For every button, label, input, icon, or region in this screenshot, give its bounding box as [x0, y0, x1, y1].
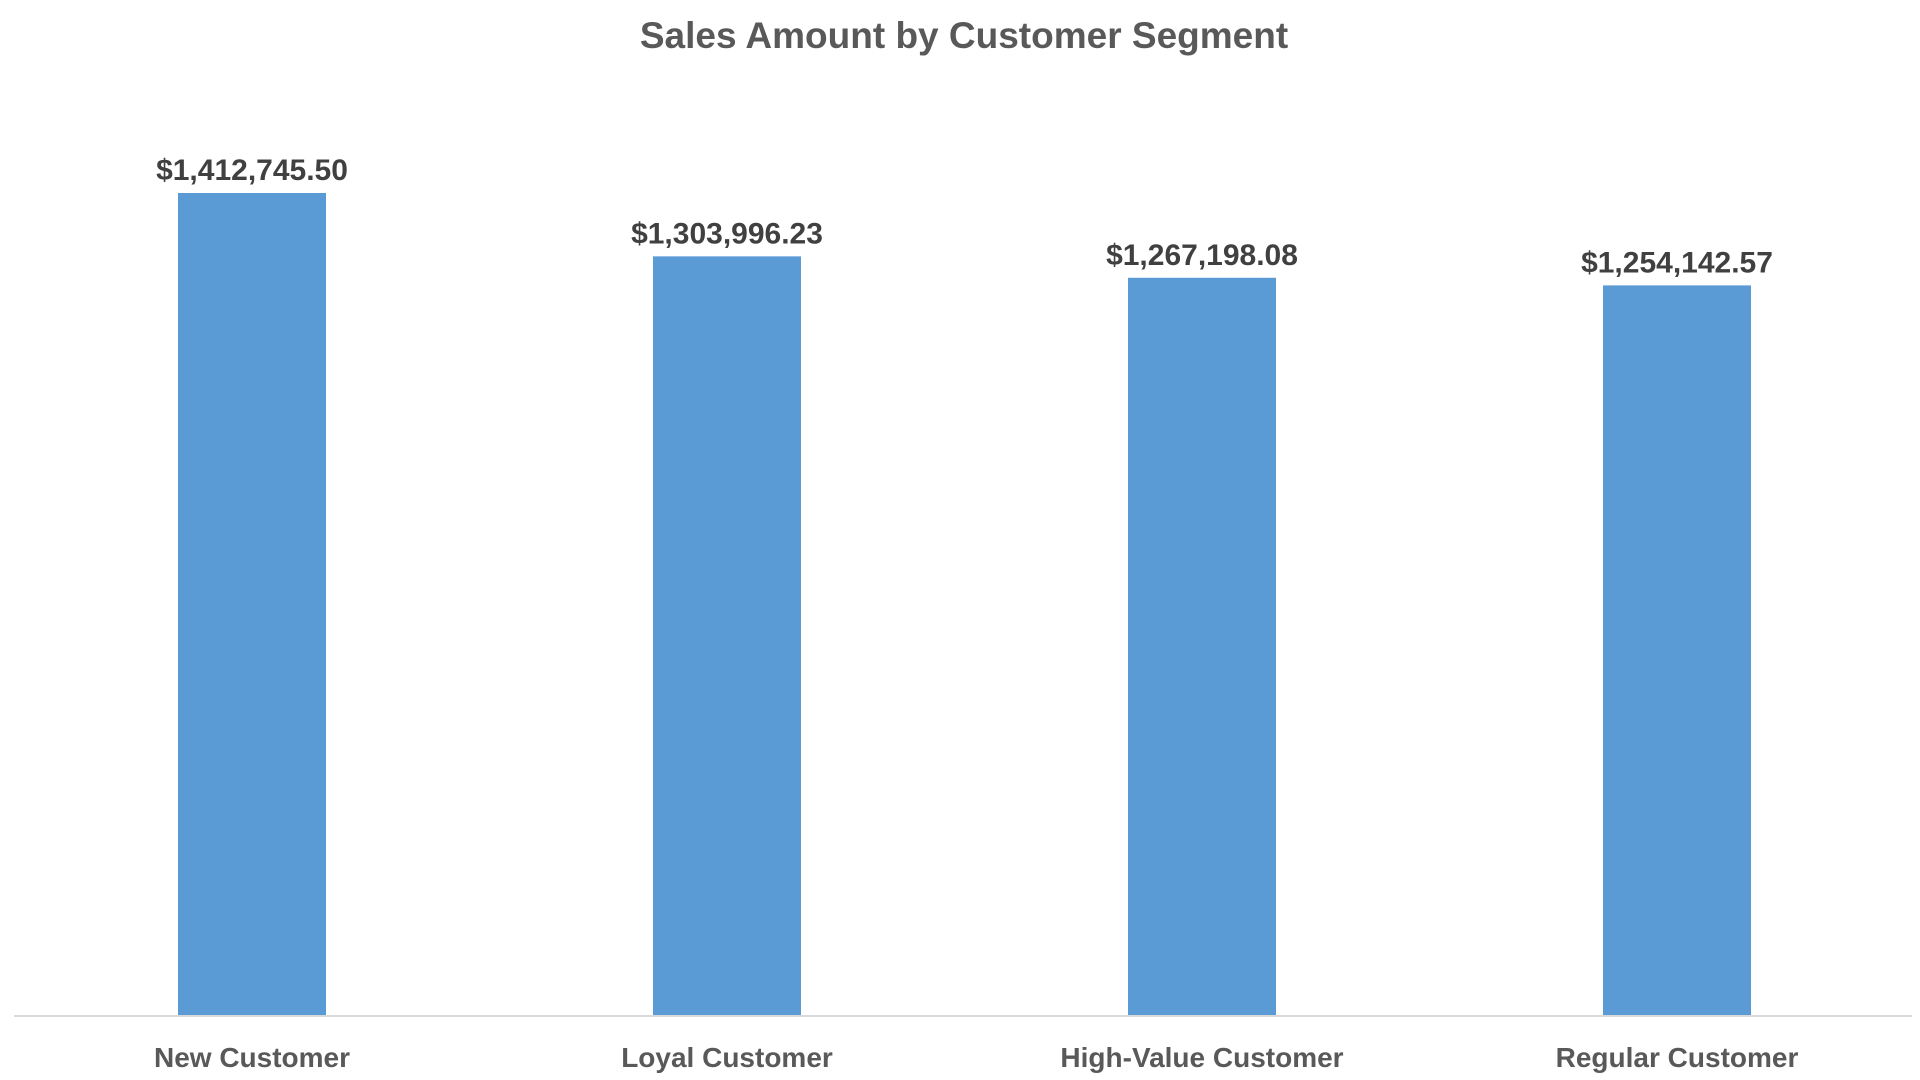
bars-layer	[178, 193, 1751, 1016]
x-tick-label: Loyal Customer	[621, 1042, 833, 1073]
x-tick-label: High-Value Customer	[1060, 1042, 1343, 1073]
x-tick-label: Regular Customer	[1556, 1042, 1799, 1073]
data-label: $1,267,198.08	[1106, 239, 1298, 272]
data-label: $1,412,745.50	[156, 154, 348, 187]
bar-loyal-customer	[653, 256, 801, 1016]
x-tick-label: New Customer	[154, 1042, 350, 1073]
data-label: $1,254,142.57	[1581, 246, 1773, 279]
bar-high-value-customer	[1128, 277, 1276, 1016]
bar-new-customer	[178, 193, 326, 1016]
x-tick-labels-layer: New Customer Loyal Customer High-Value Cus…	[154, 1042, 1798, 1073]
data-labels-layer: $1,412,745.50 $1,303,996.23 $1,267,198.08 $…	[156, 154, 1773, 279]
data-label: $1,303,996.23	[631, 217, 823, 250]
chart-title: Sales Amount by Customer Segment	[640, 15, 1288, 56]
bar-regular-customer	[1603, 285, 1751, 1016]
